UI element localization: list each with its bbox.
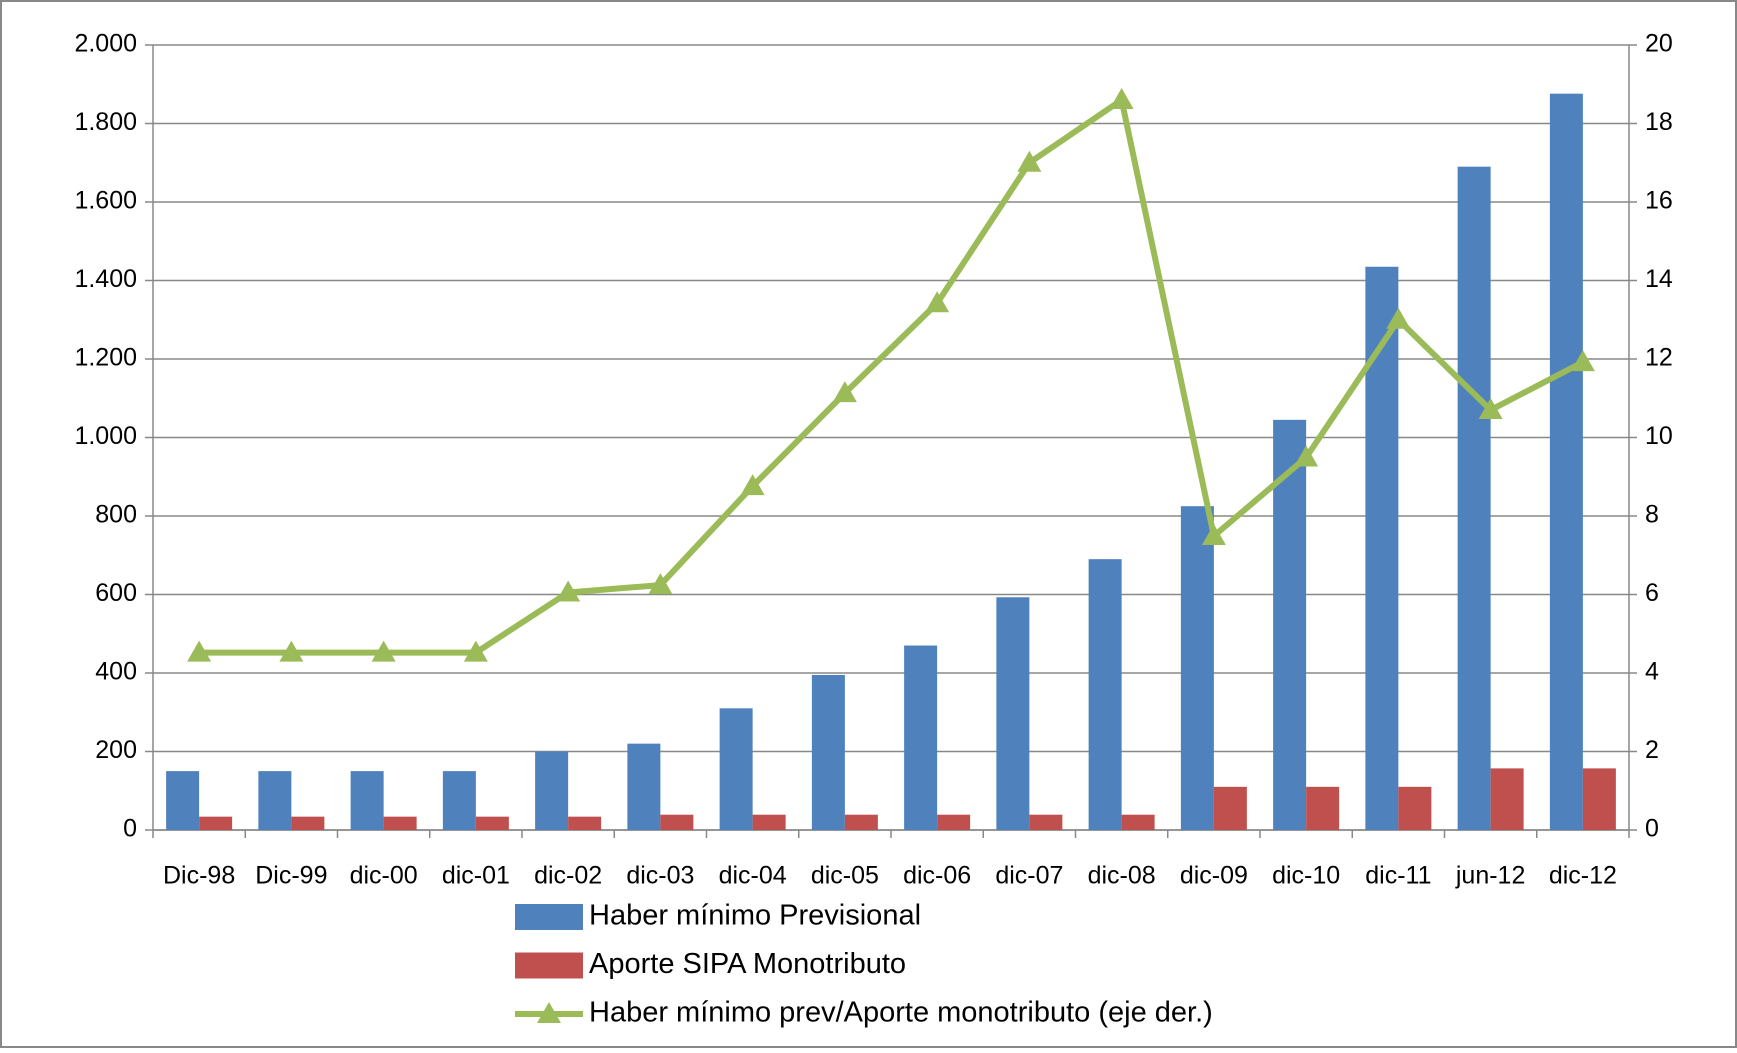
marker bbox=[648, 573, 673, 595]
line bbox=[199, 96, 1585, 656]
y2-tick-label: 14 bbox=[1645, 265, 1673, 293]
y-tick-label: 1.000 bbox=[74, 422, 137, 450]
marker bbox=[1478, 398, 1503, 420]
y2-tick-label: 0 bbox=[1645, 815, 1659, 843]
x-tick-label: dic-03 bbox=[626, 862, 694, 890]
marker bbox=[1109, 87, 1134, 109]
bar bbox=[660, 814, 694, 830]
bar bbox=[350, 771, 384, 830]
y2-tick-label: 10 bbox=[1645, 422, 1673, 450]
y-tick-label: 2.000 bbox=[74, 30, 137, 58]
x-tick-label: dic-09 bbox=[1180, 862, 1248, 890]
bar bbox=[1306, 786, 1340, 830]
bar bbox=[1365, 266, 1399, 830]
x-tick-label: dic-00 bbox=[350, 862, 418, 890]
bar bbox=[844, 814, 878, 830]
y-tick-label: 800 bbox=[95, 501, 137, 529]
marker bbox=[1017, 150, 1042, 172]
bar bbox=[1549, 93, 1583, 831]
legend-marker bbox=[537, 1002, 561, 1023]
bar bbox=[291, 816, 325, 830]
marker bbox=[1570, 350, 1595, 372]
bar bbox=[1457, 166, 1491, 831]
marker bbox=[1386, 307, 1411, 329]
bar bbox=[996, 597, 1030, 830]
y-tick-label: 1.400 bbox=[74, 265, 137, 293]
bar bbox=[258, 771, 292, 830]
legend-label: Haber mínimo Previsional bbox=[589, 900, 921, 932]
y-tick-label: 200 bbox=[95, 736, 137, 764]
x-tick-label: dic-11 bbox=[1365, 862, 1431, 890]
bar bbox=[1582, 768, 1616, 830]
marker bbox=[556, 580, 581, 602]
bar bbox=[166, 771, 200, 830]
x-tick-label: Dic-99 bbox=[255, 862, 327, 890]
marker bbox=[371, 640, 396, 662]
y2-tick-label: 12 bbox=[1645, 344, 1673, 372]
bar bbox=[475, 816, 509, 830]
y-tick-label: 1.600 bbox=[74, 187, 137, 215]
bar bbox=[811, 674, 845, 830]
x-tick-label: dic-02 bbox=[534, 862, 602, 890]
y-tick-label: 400 bbox=[95, 658, 137, 686]
y-tick-label: 1.200 bbox=[74, 344, 137, 372]
bar bbox=[442, 771, 476, 830]
y2-tick-label: 6 bbox=[1645, 579, 1659, 607]
y2-tick-label: 20 bbox=[1645, 30, 1673, 58]
x-tick-label: Dic-98 bbox=[163, 862, 235, 890]
marker bbox=[925, 291, 950, 313]
bar bbox=[568, 816, 602, 830]
bar bbox=[199, 816, 233, 830]
bar bbox=[904, 645, 938, 830]
legend-swatch bbox=[515, 952, 583, 979]
bar bbox=[627, 743, 661, 830]
bar bbox=[1398, 786, 1432, 830]
bar bbox=[719, 708, 753, 830]
y2-tick-label: 18 bbox=[1645, 108, 1673, 136]
x-tick-label: dic-01 bbox=[442, 862, 510, 890]
bar bbox=[383, 816, 417, 830]
bar bbox=[1490, 768, 1524, 830]
x-tick-label: dic-06 bbox=[903, 862, 971, 890]
legend: Haber mínimo Previsional Aporte SIPA Mono… bbox=[515, 900, 1213, 1029]
bar bbox=[1273, 419, 1307, 830]
y2-tick-label: 4 bbox=[1645, 658, 1659, 686]
bar bbox=[752, 814, 786, 830]
y-tick-label: 600 bbox=[95, 579, 137, 607]
x-tick-label: dic-05 bbox=[811, 862, 879, 890]
bar bbox=[1121, 814, 1155, 830]
bar bbox=[1029, 814, 1063, 830]
legend-label: Aporte SIPA Monotributo bbox=[589, 948, 906, 980]
bar bbox=[1180, 506, 1214, 830]
x-tick-label: dic-12 bbox=[1549, 862, 1617, 890]
y-tick-label: 0 bbox=[123, 815, 137, 843]
x-tick-label: dic-08 bbox=[1088, 862, 1156, 890]
marker bbox=[463, 640, 488, 662]
legend-label: Haber mínimo prev/Aporte monotributo (ej… bbox=[589, 997, 1213, 1029]
x-tick-label: dic-04 bbox=[719, 862, 787, 890]
marker bbox=[279, 640, 304, 662]
legend-swatch bbox=[515, 904, 583, 930]
x-tick-label: dic-10 bbox=[1272, 862, 1340, 890]
y2-tick-label: 8 bbox=[1645, 501, 1659, 529]
y2-tick-label: 16 bbox=[1645, 187, 1673, 215]
bar bbox=[1213, 786, 1247, 830]
bar bbox=[937, 814, 971, 830]
marker bbox=[1294, 445, 1319, 467]
x-tick-label: dic-07 bbox=[995, 862, 1063, 890]
marker bbox=[1201, 524, 1226, 546]
x-tick-label: jun-12 bbox=[1455, 862, 1526, 890]
bar bbox=[535, 751, 569, 830]
marker bbox=[740, 474, 765, 496]
marker bbox=[187, 640, 212, 662]
y-tick-label: 1.800 bbox=[74, 108, 137, 136]
marker bbox=[832, 381, 857, 403]
bar bbox=[1088, 559, 1122, 830]
y2-tick-label: 2 bbox=[1645, 736, 1659, 764]
